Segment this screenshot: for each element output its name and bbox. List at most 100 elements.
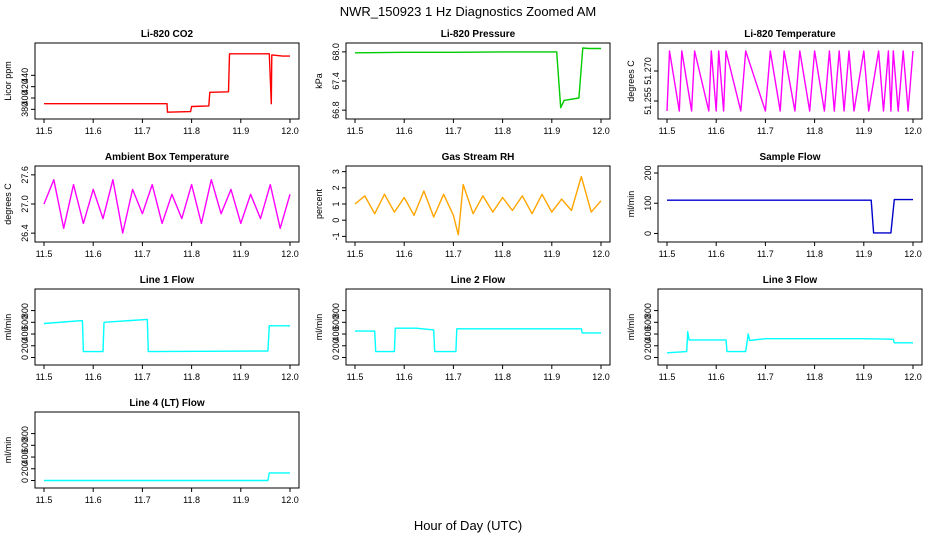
x-tick-label: 11.8 (183, 249, 200, 259)
data-line (666, 50, 914, 112)
x-tick-label: 11.6 (85, 249, 102, 259)
x-tick-label: 11.7 (757, 372, 774, 382)
data-line (667, 198, 913, 234)
x-tick-label: 11.6 (708, 126, 725, 136)
x-tick-label: 11.5 (347, 126, 364, 136)
plot-frame (657, 42, 923, 120)
x-tick-label: 11.8 (806, 126, 823, 136)
y-tick-label: 200 (20, 461, 30, 476)
plot-frame (657, 288, 923, 366)
x-tick-label: 12.0 (592, 126, 610, 136)
plot-frame (34, 165, 300, 243)
x-tick-label: 11.7 (445, 126, 462, 136)
x-tick-label: 11.8 (806, 372, 823, 382)
y-tick-label: 0 (643, 231, 653, 236)
plot-frame (657, 165, 923, 243)
x-tick-label: 11.9 (543, 126, 560, 136)
chart-panel-1: Li-820 CO2 11.5 11.6 11.7 11.8 11.9 12.0 380400… (3, 29, 300, 136)
x-tick-label: 11.9 (543, 249, 560, 259)
chart-panel-5: Gas Stream RH 11.5 11.6 11.7 11.8 11.9 12.0 -1 0… (314, 152, 611, 259)
y-tick-label: 380 (20, 102, 30, 117)
chart-panel-6: Sample Flow 11.5 11.6 11.7 11.8 11.9 12.0 0 100 2… (626, 152, 923, 259)
data-line (354, 47, 601, 109)
x-tick-label: 11.8 (494, 372, 511, 382)
y-tick-label: 600 (643, 315, 653, 330)
x-tick-label: 11.5 (36, 126, 53, 136)
panel-title: Gas Stream RH (442, 152, 515, 163)
x-tick-label: 11.6 (85, 126, 102, 136)
x-axis-title: Hour of Day (UTC) (414, 518, 522, 533)
x-tick-label: 12.0 (592, 249, 610, 259)
y-tick-label: 800 (643, 303, 653, 318)
x-tick-label: 12.0 (281, 249, 299, 259)
plot-frame (34, 42, 300, 120)
y-axis-label: percent (314, 188, 324, 219)
x-tick-label: 11.9 (232, 495, 249, 505)
chart-panel-9: Line 3 Flow 11.5 11.6 11.7 11.8 11.9 12.0 0 2004… (626, 275, 923, 382)
x-tick-label: 11.7 (134, 126, 151, 136)
x-tick-label: 11.5 (659, 372, 676, 382)
panel-title: Li-820 Pressure (441, 29, 516, 40)
y-tick-label: 400 (20, 327, 30, 342)
y-tick-label: 440 (20, 68, 30, 83)
x-tick-label: 11.6 (396, 126, 413, 136)
data-line (354, 175, 602, 236)
x-tick-label: 11.6 (85, 372, 102, 382)
y-axis-label: Licor ppm (3, 61, 13, 101)
x-tick-label: 11.9 (855, 249, 872, 259)
y-tick-label: 200 (643, 338, 653, 353)
chart-panel-10: Line 4 (LT) Flow 11.5 11.6 11.7 11.8 11.9 12.0… (3, 398, 300, 505)
x-tick-label: 11.6 (85, 495, 102, 505)
y-tick-label: 800 (20, 303, 30, 318)
data-line (43, 178, 291, 234)
x-tick-label: 11.5 (347, 249, 364, 259)
y-tick-label: -1 (331, 232, 341, 240)
x-tick-label: 11.8 (183, 495, 200, 505)
x-tick-label: 11.5 (36, 372, 53, 382)
x-tick-label: 11.7 (445, 249, 462, 259)
y-tick-label: 200 (20, 338, 30, 353)
x-tick-label: 11.9 (232, 372, 249, 382)
x-tick-label: 12.0 (904, 249, 922, 259)
plot-frame (34, 288, 300, 366)
x-tick-label: 11.8 (183, 372, 200, 382)
y-axis-label: kPa (314, 73, 324, 89)
y-axis-label: ml/min (626, 314, 636, 341)
y-tick-label: 27.6 (20, 166, 30, 184)
y-tick-label: 420 (20, 79, 30, 94)
y-tick-label: 800 (331, 303, 341, 318)
plot-frame (345, 288, 611, 366)
x-tick-label: 11.8 (183, 126, 200, 136)
x-tick-label: 11.7 (134, 249, 151, 259)
y-tick-label: 200 (643, 166, 653, 181)
x-tick-label: 11.6 (708, 372, 725, 382)
panel-title: Sample Flow (759, 152, 820, 163)
x-tick-label: 11.6 (708, 249, 725, 259)
data-line (355, 327, 601, 353)
plot-frame (34, 411, 300, 489)
x-tick-label: 11.8 (806, 249, 823, 259)
panel-title: Line 4 (LT) Flow (129, 398, 205, 409)
chart-panel-2: Li-820 Pressure 11.5 11.6 11.7 11.8 11.9 12.0 6… (314, 29, 611, 136)
x-tick-label: 11.7 (757, 126, 774, 136)
data-line (666, 331, 913, 354)
chart-panel-3: Li-820 Temperature 11.5 11.6 11.7 11.8 11.9 12… (626, 29, 923, 136)
y-axis-label: ml/min (3, 437, 13, 464)
x-tick-label: 11.9 (232, 249, 249, 259)
chart-panel-4: Ambient Box Temperature 11.5 11.6 11.7 11.8 1… (3, 152, 300, 259)
y-tick-label: 800 (20, 426, 30, 441)
y-tick-label: 68.0 (331, 43, 341, 61)
x-tick-label: 11.7 (445, 372, 462, 382)
panel-title: Line 2 Flow (451, 275, 506, 286)
x-tick-label: 11.6 (396, 249, 413, 259)
y-tick-label: 600 (20, 438, 30, 453)
x-tick-label: 12.0 (592, 372, 610, 382)
y-axis-label: degrees C (3, 183, 13, 225)
y-tick-label: 2 (331, 185, 341, 190)
x-tick-label: 11.8 (494, 249, 511, 259)
y-axis-label: ml/min (314, 314, 324, 341)
chart-panel-8: Line 2 Flow 11.5 11.6 11.7 11.8 11.9 12.0 0 2004… (314, 275, 611, 382)
y-tick-label: 1 (331, 201, 341, 206)
x-tick-label: 11.5 (36, 249, 53, 259)
